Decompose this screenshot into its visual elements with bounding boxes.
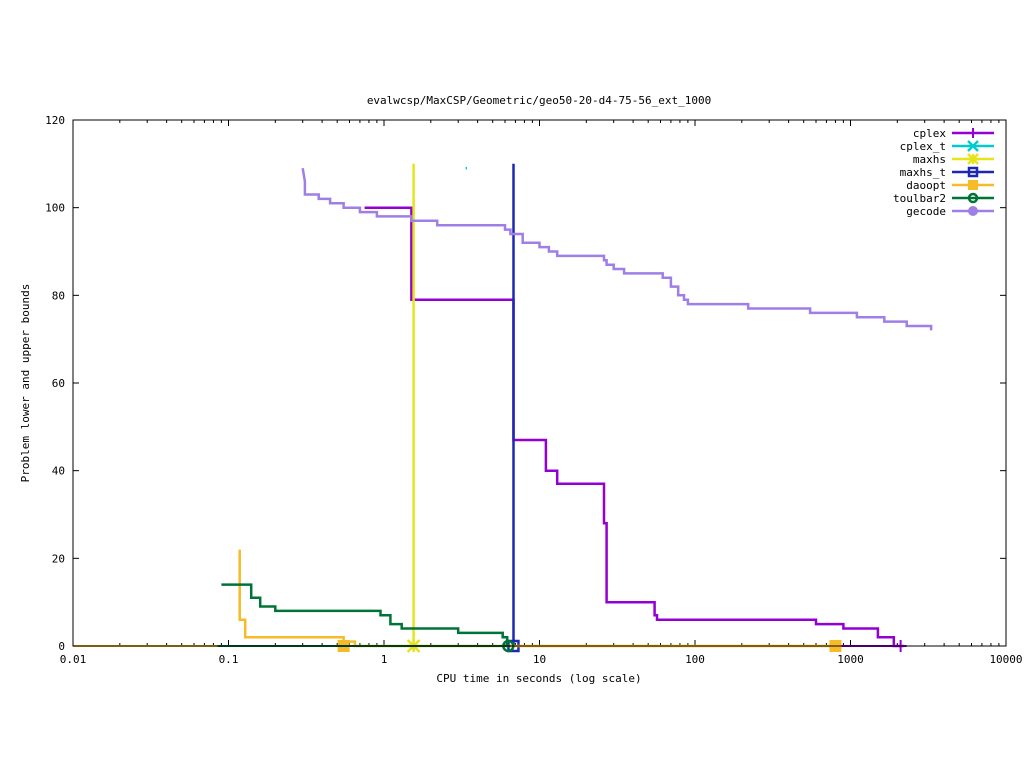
circle-marker <box>967 192 979 204</box>
y-axis-label: Problem lower and upper bounds <box>19 284 32 483</box>
plot-area-frame <box>72 119 1007 647</box>
x-tick-label: 0.1 <box>219 653 239 666</box>
series-layer <box>73 163 933 653</box>
legend-item-maxhs_t: maxhs_t <box>900 166 994 179</box>
series-daoopt <box>73 549 842 652</box>
upper-bound-line <box>364 206 904 648</box>
x-tick-label: 100 <box>685 653 705 666</box>
filled-circle-marker <box>968 206 978 216</box>
legend-label: cplex <box>913 127 946 140</box>
square-marker <box>967 166 979 178</box>
upper-bound-line <box>221 583 511 648</box>
y-tick-label: 20 <box>52 552 65 565</box>
x-tick-label: 0.01 <box>60 653 87 666</box>
upper-bound-line <box>301 167 933 331</box>
x-tick-label: 10000 <box>989 653 1022 666</box>
series-gecode <box>301 167 933 331</box>
upper-bound-line <box>238 549 836 648</box>
legend-label: gecode <box>906 205 946 218</box>
legend-item-toulbar2: toulbar2 <box>893 192 994 205</box>
legend-item-cplex: cplex <box>913 127 994 140</box>
legend-label: toulbar2 <box>893 192 946 205</box>
y-tick-label: 100 <box>45 202 65 215</box>
y-tick-label: 80 <box>52 289 65 302</box>
y-tick-label: 120 <box>45 114 65 127</box>
x-tick-label: 1000 <box>837 653 864 666</box>
legend-label: maxhs <box>913 153 946 166</box>
x-axis-label: CPU time in seconds (log scale) <box>436 672 641 685</box>
legend: cplexcplex_tmaxhsmaxhs_tdaoopttoulbar2ge… <box>893 127 994 218</box>
legend-item-cplex_t: cplex_t <box>900 140 994 153</box>
tick-labels: 0.01 0.1 1 10 100 1000 10000 0 20 40 60 80 100 120 <box>45 114 1022 666</box>
series-maxhs_t <box>73 163 520 653</box>
legend-item-gecode: gecode <box>906 205 994 218</box>
axis-ticks <box>72 119 1007 647</box>
series-cplex <box>73 206 907 652</box>
cross-marker <box>967 140 979 152</box>
series-toulbar2 <box>217 583 515 653</box>
legend-item-daoopt: daoopt <box>906 179 994 192</box>
x-tick-label: 1 <box>381 653 388 666</box>
series-maxhs <box>73 163 421 653</box>
filled-square-marker <box>968 180 978 190</box>
legend-label: daoopt <box>906 179 946 192</box>
x-tick-label: 10 <box>533 653 546 666</box>
y-tick-label: 0 <box>58 640 65 653</box>
legend-label: cplex_t <box>900 140 946 153</box>
legend-label: maxhs_t <box>900 166 946 179</box>
y-tick-label: 40 <box>52 465 65 478</box>
chart-title: evalwcsp/MaxCSP/Geometric/geo50-20-d4-75… <box>367 94 711 107</box>
legend-item-maxhs: maxhs <box>913 153 994 166</box>
y-tick-label: 60 <box>52 377 65 390</box>
